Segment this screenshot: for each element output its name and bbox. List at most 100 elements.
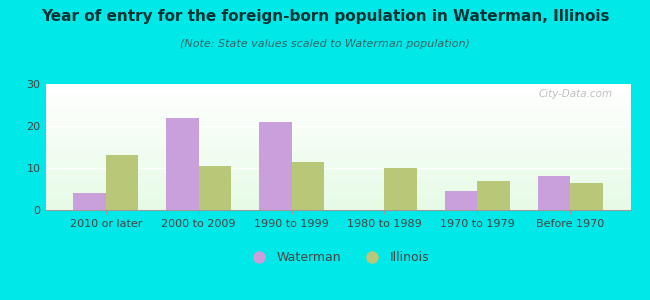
Bar (46, 206, 630, 207)
Bar (46, 159, 630, 160)
Bar (46, 90, 630, 91)
Bar (46, 168, 630, 169)
Bar (46, 179, 630, 180)
Bar (46, 199, 630, 200)
Bar (46, 144, 630, 145)
Bar (46, 94, 630, 95)
Bar (46, 134, 630, 135)
Bar (46, 209, 630, 210)
Bar (477, 181, 510, 210)
Bar (46, 98, 630, 99)
Bar (46, 190, 630, 191)
Bar (46, 200, 630, 201)
Bar (46, 146, 630, 147)
Bar (166, 118, 199, 210)
Bar (46, 139, 630, 140)
Bar (445, 191, 477, 210)
Bar (46, 147, 630, 148)
Bar (46, 87, 630, 88)
Bar (46, 187, 630, 188)
Bar (46, 156, 630, 157)
Bar (46, 102, 630, 103)
Bar (46, 131, 630, 132)
Bar (46, 105, 630, 106)
Bar (46, 149, 630, 150)
Bar (46, 142, 630, 143)
Bar (46, 125, 630, 126)
Bar (46, 115, 630, 116)
Bar (46, 158, 630, 159)
Bar (46, 89, 630, 90)
Bar (46, 86, 630, 87)
Bar (46, 198, 630, 199)
Bar (46, 161, 630, 162)
Bar (46, 173, 630, 174)
Bar (46, 108, 630, 109)
Bar (46, 120, 630, 121)
Bar (46, 191, 630, 192)
Bar (46, 182, 630, 183)
Bar (46, 104, 630, 105)
Bar (46, 148, 630, 149)
Bar (46, 195, 630, 196)
Bar (46, 202, 630, 203)
Bar (199, 166, 231, 210)
Text: (Note: State values scaled to Waterman population): (Note: State values scaled to Waterman p… (180, 39, 470, 49)
Bar (46, 150, 630, 151)
Bar (46, 132, 630, 133)
Bar (46, 153, 630, 154)
Bar (292, 162, 324, 210)
Bar (46, 88, 630, 89)
Bar (73, 193, 106, 210)
Legend: Waterman, Illinois: Waterman, Illinois (242, 246, 434, 269)
Bar (46, 130, 630, 131)
Bar (46, 106, 630, 107)
Bar (46, 114, 630, 115)
Bar (46, 145, 630, 146)
Bar (46, 171, 630, 172)
Text: Year of entry for the foreign-born population in Waterman, Illinois: Year of entry for the foreign-born popul… (41, 9, 609, 24)
Bar (46, 197, 630, 198)
Bar (384, 168, 417, 210)
Bar (46, 176, 630, 177)
Bar (46, 103, 630, 104)
Bar (46, 110, 630, 111)
Bar (46, 95, 630, 96)
Bar (46, 100, 630, 101)
Bar (46, 165, 630, 166)
Bar (46, 84, 630, 85)
Bar (46, 129, 630, 130)
Bar (46, 136, 630, 137)
Bar (46, 138, 630, 139)
Bar (46, 157, 630, 158)
Bar (46, 163, 630, 164)
Bar (46, 119, 630, 120)
Bar (46, 188, 630, 189)
Bar (570, 183, 603, 210)
Bar (46, 204, 630, 205)
Bar (46, 174, 630, 175)
Bar (46, 113, 630, 114)
Bar (46, 124, 630, 125)
Bar (46, 116, 630, 117)
Bar (46, 196, 630, 197)
Bar (46, 140, 630, 141)
Bar (46, 160, 630, 161)
Bar (46, 169, 630, 170)
Bar (46, 135, 630, 136)
Bar (46, 143, 630, 144)
Bar (46, 185, 630, 186)
Bar (46, 112, 630, 113)
Bar (46, 201, 630, 202)
Bar (46, 193, 630, 194)
Bar (106, 155, 138, 210)
Bar (46, 107, 630, 108)
Bar (46, 207, 630, 208)
Bar (46, 100, 630, 101)
Bar (46, 189, 630, 190)
Bar (46, 133, 630, 134)
Bar (538, 176, 570, 210)
Bar (46, 170, 630, 171)
Bar (46, 121, 630, 122)
Bar (46, 137, 630, 138)
